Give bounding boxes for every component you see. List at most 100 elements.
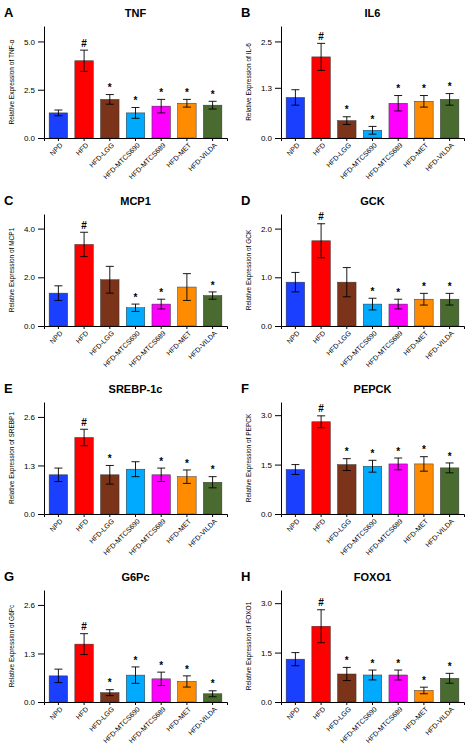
plot-area bbox=[49, 634, 222, 702]
tick-label: HFD-LGG bbox=[88, 517, 115, 544]
tick: HFD-LGG bbox=[325, 702, 352, 733]
tick-label: 1.5 bbox=[261, 649, 273, 658]
axis-line bbox=[44, 591, 45, 703]
axis-line bbox=[44, 215, 45, 327]
x-axis: NPDHFDHFD-LGGHFD-MTCS690HFD-MTCS689HFD-M… bbox=[282, 702, 465, 745]
tick-mark bbox=[449, 138, 450, 141]
tick-label: HFD-MTCS689 bbox=[128, 517, 167, 556]
tick: NPD bbox=[48, 326, 63, 345]
tick-label: HFD bbox=[74, 329, 89, 344]
tick: HFD-MET bbox=[165, 702, 193, 733]
error-bar bbox=[317, 43, 325, 70]
tick-mark bbox=[275, 415, 281, 416]
tick-mark bbox=[161, 514, 162, 517]
error-bar bbox=[369, 126, 377, 134]
annotation: # bbox=[318, 403, 324, 414]
annotation: * bbox=[185, 458, 189, 469]
error-bar bbox=[183, 676, 191, 687]
x-axis: NPDHFDHFD-LGGHFD-MTCS690HFD-MTCS689HFD-M… bbox=[282, 326, 465, 369]
tick-label: HFD-LGG bbox=[88, 329, 115, 356]
annotation: * bbox=[422, 444, 426, 455]
y-axis-label: Relative Expression of IL-6 bbox=[245, 43, 253, 121]
tick-mark bbox=[449, 514, 450, 517]
tick: HFD-LGG bbox=[88, 138, 115, 169]
tick: HFD-MET bbox=[165, 326, 193, 357]
tick-mark bbox=[321, 138, 322, 141]
tick: NPD bbox=[48, 702, 63, 721]
tick: HFD-MET bbox=[402, 702, 430, 733]
tick-label: HFD-VILDA bbox=[187, 141, 218, 172]
tick-label: HFD-MTCS689 bbox=[128, 141, 167, 180]
tick-label: HFD-VILDA bbox=[424, 141, 455, 172]
tick-mark bbox=[398, 514, 399, 517]
tick-label: 3.0 bbox=[261, 599, 273, 608]
tick-label: 2.0 bbox=[24, 273, 36, 282]
tick: 0.0 bbox=[24, 322, 44, 331]
plot-area bbox=[286, 224, 459, 326]
annotation: * bbox=[422, 675, 426, 686]
x-axis: NPDHFDHFD-LGGHFD-MTCS690HFD-MTCS689HFD-M… bbox=[282, 138, 465, 181]
tick-mark bbox=[275, 702, 281, 703]
tick: HFD bbox=[311, 138, 326, 157]
tick: HFD-MET bbox=[402, 514, 430, 545]
tick-label: HFD bbox=[311, 517, 326, 532]
plot-area bbox=[49, 50, 222, 138]
tick-label: 0.0 bbox=[261, 134, 273, 143]
tick-mark bbox=[372, 138, 373, 141]
annotation: * bbox=[422, 83, 426, 94]
annotation: # bbox=[81, 220, 87, 231]
tick-mark bbox=[38, 326, 44, 327]
figure: 0.02.55.0NPDHFDHFD-LGGHFD-MTCS690HFD-MTC… bbox=[0, 0, 474, 752]
annotation: * bbox=[211, 678, 215, 689]
tick-mark bbox=[346, 514, 347, 517]
annotation: * bbox=[371, 286, 375, 297]
tick-label: NPD bbox=[48, 141, 63, 156]
tick: HFD-MTCS689 bbox=[128, 326, 167, 369]
tick: HFD-MTCS689 bbox=[365, 138, 404, 181]
bar bbox=[440, 468, 459, 514]
tick: 1.3 bbox=[24, 650, 44, 659]
tick-label: HFD bbox=[74, 517, 89, 532]
panel: 0.02.04.0NPDHFDHFD-LGGHFD-MTCS690HFD-MTC… bbox=[4, 193, 228, 369]
error-bar bbox=[343, 459, 351, 471]
tick-mark bbox=[186, 514, 187, 517]
tick-label: 2.5 bbox=[261, 38, 273, 47]
error-bar bbox=[106, 95, 114, 105]
error-bar bbox=[446, 293, 454, 305]
plot-area bbox=[286, 43, 459, 138]
tick: NPD bbox=[285, 138, 300, 157]
annotation: * bbox=[211, 280, 215, 291]
panel: 0.01.32.6NPDHFDHFD-LGGHFD-MTCS690HFD-MTC… bbox=[4, 381, 228, 557]
tick-label: 1.3 bbox=[24, 650, 36, 659]
annotation: # bbox=[318, 211, 324, 222]
tick: HFD-LGG bbox=[325, 326, 352, 357]
error-bar bbox=[343, 117, 351, 125]
tick: 3.0 bbox=[261, 411, 281, 420]
tick-mark bbox=[449, 326, 450, 329]
error-bar bbox=[183, 99, 191, 107]
error-bar bbox=[80, 232, 88, 256]
tick-label: HFD-MTCS689 bbox=[128, 329, 167, 368]
tick: HFD bbox=[74, 138, 89, 157]
axis-line bbox=[45, 139, 228, 142]
panel-label: C bbox=[4, 193, 14, 208]
error-bar bbox=[54, 110, 62, 116]
tick-mark bbox=[186, 138, 187, 141]
tick-mark bbox=[161, 702, 162, 705]
y-axis-label: Relative Expression of FOXO1 bbox=[245, 601, 253, 690]
error-bar bbox=[157, 299, 165, 309]
axis-line bbox=[281, 215, 282, 327]
tick-mark bbox=[321, 514, 322, 517]
tick-label: 3.0 bbox=[261, 411, 273, 420]
x-axis: NPDHFDHFD-LGGHFD-MTCS690HFD-MTCS689HFD-M… bbox=[282, 514, 465, 557]
tick: 1.5 bbox=[261, 649, 281, 658]
tick: HFD-VILDA bbox=[424, 138, 455, 173]
tick-mark bbox=[38, 653, 44, 654]
error-bar bbox=[209, 101, 217, 109]
axis-line bbox=[45, 703, 228, 706]
tick: HFD-VILDA bbox=[424, 514, 455, 549]
tick: HFD-MTCS689 bbox=[365, 514, 404, 557]
error-bar bbox=[446, 463, 454, 473]
axis-line bbox=[44, 27, 45, 139]
tick-mark bbox=[275, 88, 281, 89]
